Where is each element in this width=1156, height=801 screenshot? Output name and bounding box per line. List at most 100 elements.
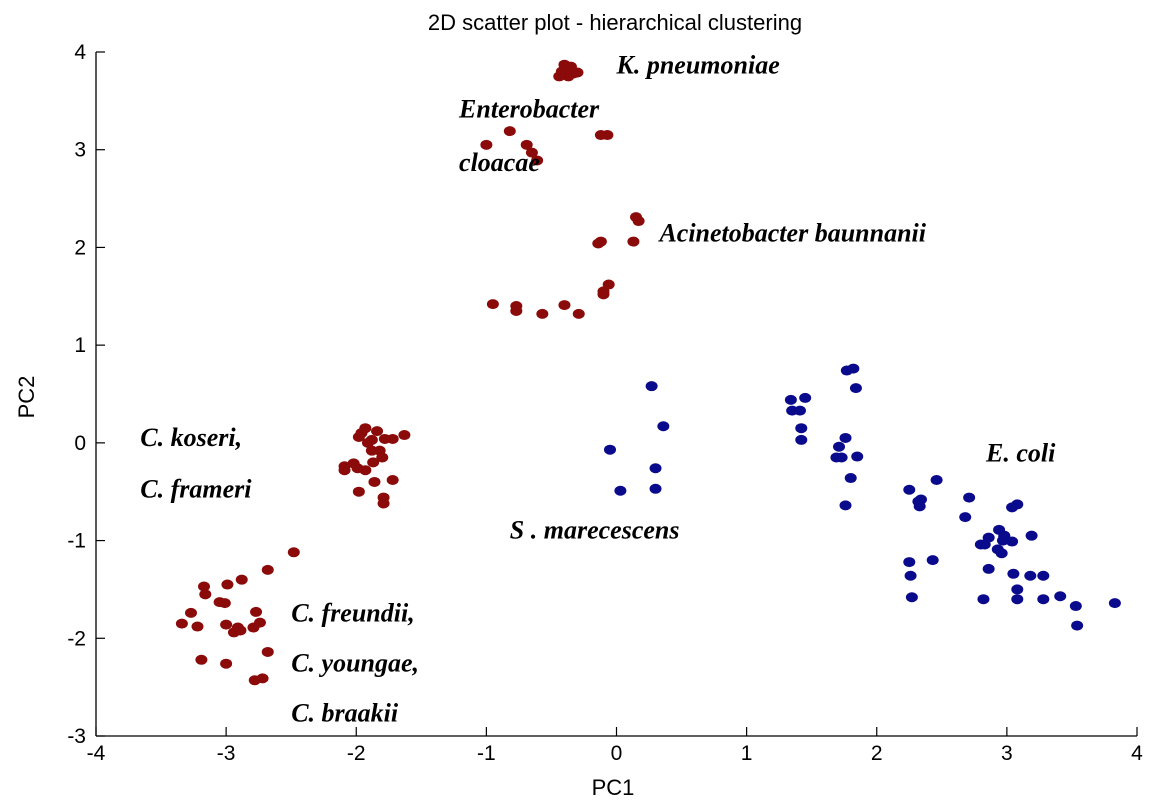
data-point xyxy=(830,452,843,463)
data-point xyxy=(377,498,390,509)
data-point xyxy=(1025,530,1038,541)
data-point xyxy=(221,579,234,590)
data-point xyxy=(963,492,976,503)
data-point xyxy=(839,500,852,511)
data-point xyxy=(261,646,274,657)
cluster-label: Enterobacter xyxy=(458,94,600,123)
y-tick-label: 3 xyxy=(74,139,86,162)
data-point xyxy=(1011,584,1024,595)
data-point xyxy=(235,574,248,585)
data-point xyxy=(1069,601,1082,612)
data-point xyxy=(602,279,615,290)
data-point xyxy=(977,594,990,605)
data-point xyxy=(601,130,614,141)
data-point xyxy=(1037,570,1050,581)
data-point xyxy=(195,654,208,665)
data-point xyxy=(218,598,231,609)
data-point xyxy=(261,564,274,575)
data-point xyxy=(974,539,987,550)
data-point xyxy=(995,548,1008,559)
data-point xyxy=(1024,570,1037,581)
x-axis-title: PC1 xyxy=(592,775,635,800)
cluster-label: S . marecescens xyxy=(510,516,680,545)
y-tick-label: -3 xyxy=(67,725,86,748)
data-point xyxy=(338,465,351,476)
data-point xyxy=(795,434,808,445)
cluster-label: C. freundii, xyxy=(291,599,415,628)
data-point xyxy=(386,474,399,485)
data-point xyxy=(220,619,233,630)
data-point xyxy=(368,476,381,487)
data-point xyxy=(503,126,516,137)
data-point xyxy=(567,68,580,79)
data-point xyxy=(793,405,806,416)
cluster-label: C. youngae, xyxy=(291,649,419,678)
data-point xyxy=(371,426,384,437)
data-point xyxy=(1011,499,1024,510)
data-point xyxy=(558,300,571,311)
data-point xyxy=(175,618,188,629)
data-point xyxy=(386,433,399,444)
data-point xyxy=(220,658,233,669)
x-tick-label: 0 xyxy=(611,742,623,765)
data-point xyxy=(844,473,857,484)
y-tick-label: 2 xyxy=(74,236,86,259)
data-point xyxy=(572,308,585,319)
data-point xyxy=(839,432,852,443)
data-point xyxy=(250,606,263,617)
data-point xyxy=(645,381,658,392)
data-point xyxy=(903,484,916,495)
data-point xyxy=(594,236,607,247)
data-point xyxy=(376,452,389,463)
chart-title: 2D scatter plot - hierarchical clusterin… xyxy=(428,10,802,35)
data-point xyxy=(905,592,918,603)
x-tick-label: -4 xyxy=(87,742,106,765)
x-tick-label: -1 xyxy=(477,742,496,765)
cluster-label: Acinetobacter baunnanii xyxy=(657,219,926,248)
y-axis-title: PC2 xyxy=(14,376,39,419)
x-tick-label: 4 xyxy=(1131,742,1143,765)
data-point xyxy=(849,383,862,394)
data-point xyxy=(198,581,211,592)
x-tick-label: 1 xyxy=(741,742,753,765)
x-tick-label: -2 xyxy=(347,742,366,765)
data-point xyxy=(603,444,616,455)
y-tick-label: -1 xyxy=(67,530,86,553)
data-point xyxy=(627,236,640,247)
data-point xyxy=(1007,568,1020,579)
x-tick-label: 3 xyxy=(1001,742,1013,765)
data-point xyxy=(632,216,645,227)
data-point xyxy=(525,147,538,158)
data-point xyxy=(926,555,939,566)
data-point xyxy=(520,139,533,150)
data-point xyxy=(510,305,523,316)
data-point xyxy=(367,457,380,468)
data-point xyxy=(287,547,300,558)
data-point xyxy=(480,139,493,150)
data-point xyxy=(1054,591,1067,602)
data-point xyxy=(1071,620,1084,631)
data-point xyxy=(359,423,372,434)
y-tick-label: 4 xyxy=(74,41,86,64)
x-tick-label: -3 xyxy=(217,742,236,765)
data-point xyxy=(486,299,499,310)
cluster-label: C. frameri xyxy=(140,475,252,504)
data-point xyxy=(553,71,566,82)
y-tick-label: 1 xyxy=(74,334,86,357)
data-points xyxy=(175,59,1121,686)
data-point xyxy=(795,423,808,434)
data-point xyxy=(531,155,544,166)
data-point xyxy=(998,531,1011,542)
data-point xyxy=(982,563,995,574)
data-point xyxy=(361,437,374,448)
data-point xyxy=(833,441,846,452)
data-point xyxy=(199,589,212,600)
data-point xyxy=(1108,598,1121,609)
data-point xyxy=(851,451,864,462)
data-point xyxy=(847,363,860,374)
data-point xyxy=(904,570,917,581)
data-point xyxy=(191,621,204,632)
cluster-label: cloacae xyxy=(459,148,540,177)
